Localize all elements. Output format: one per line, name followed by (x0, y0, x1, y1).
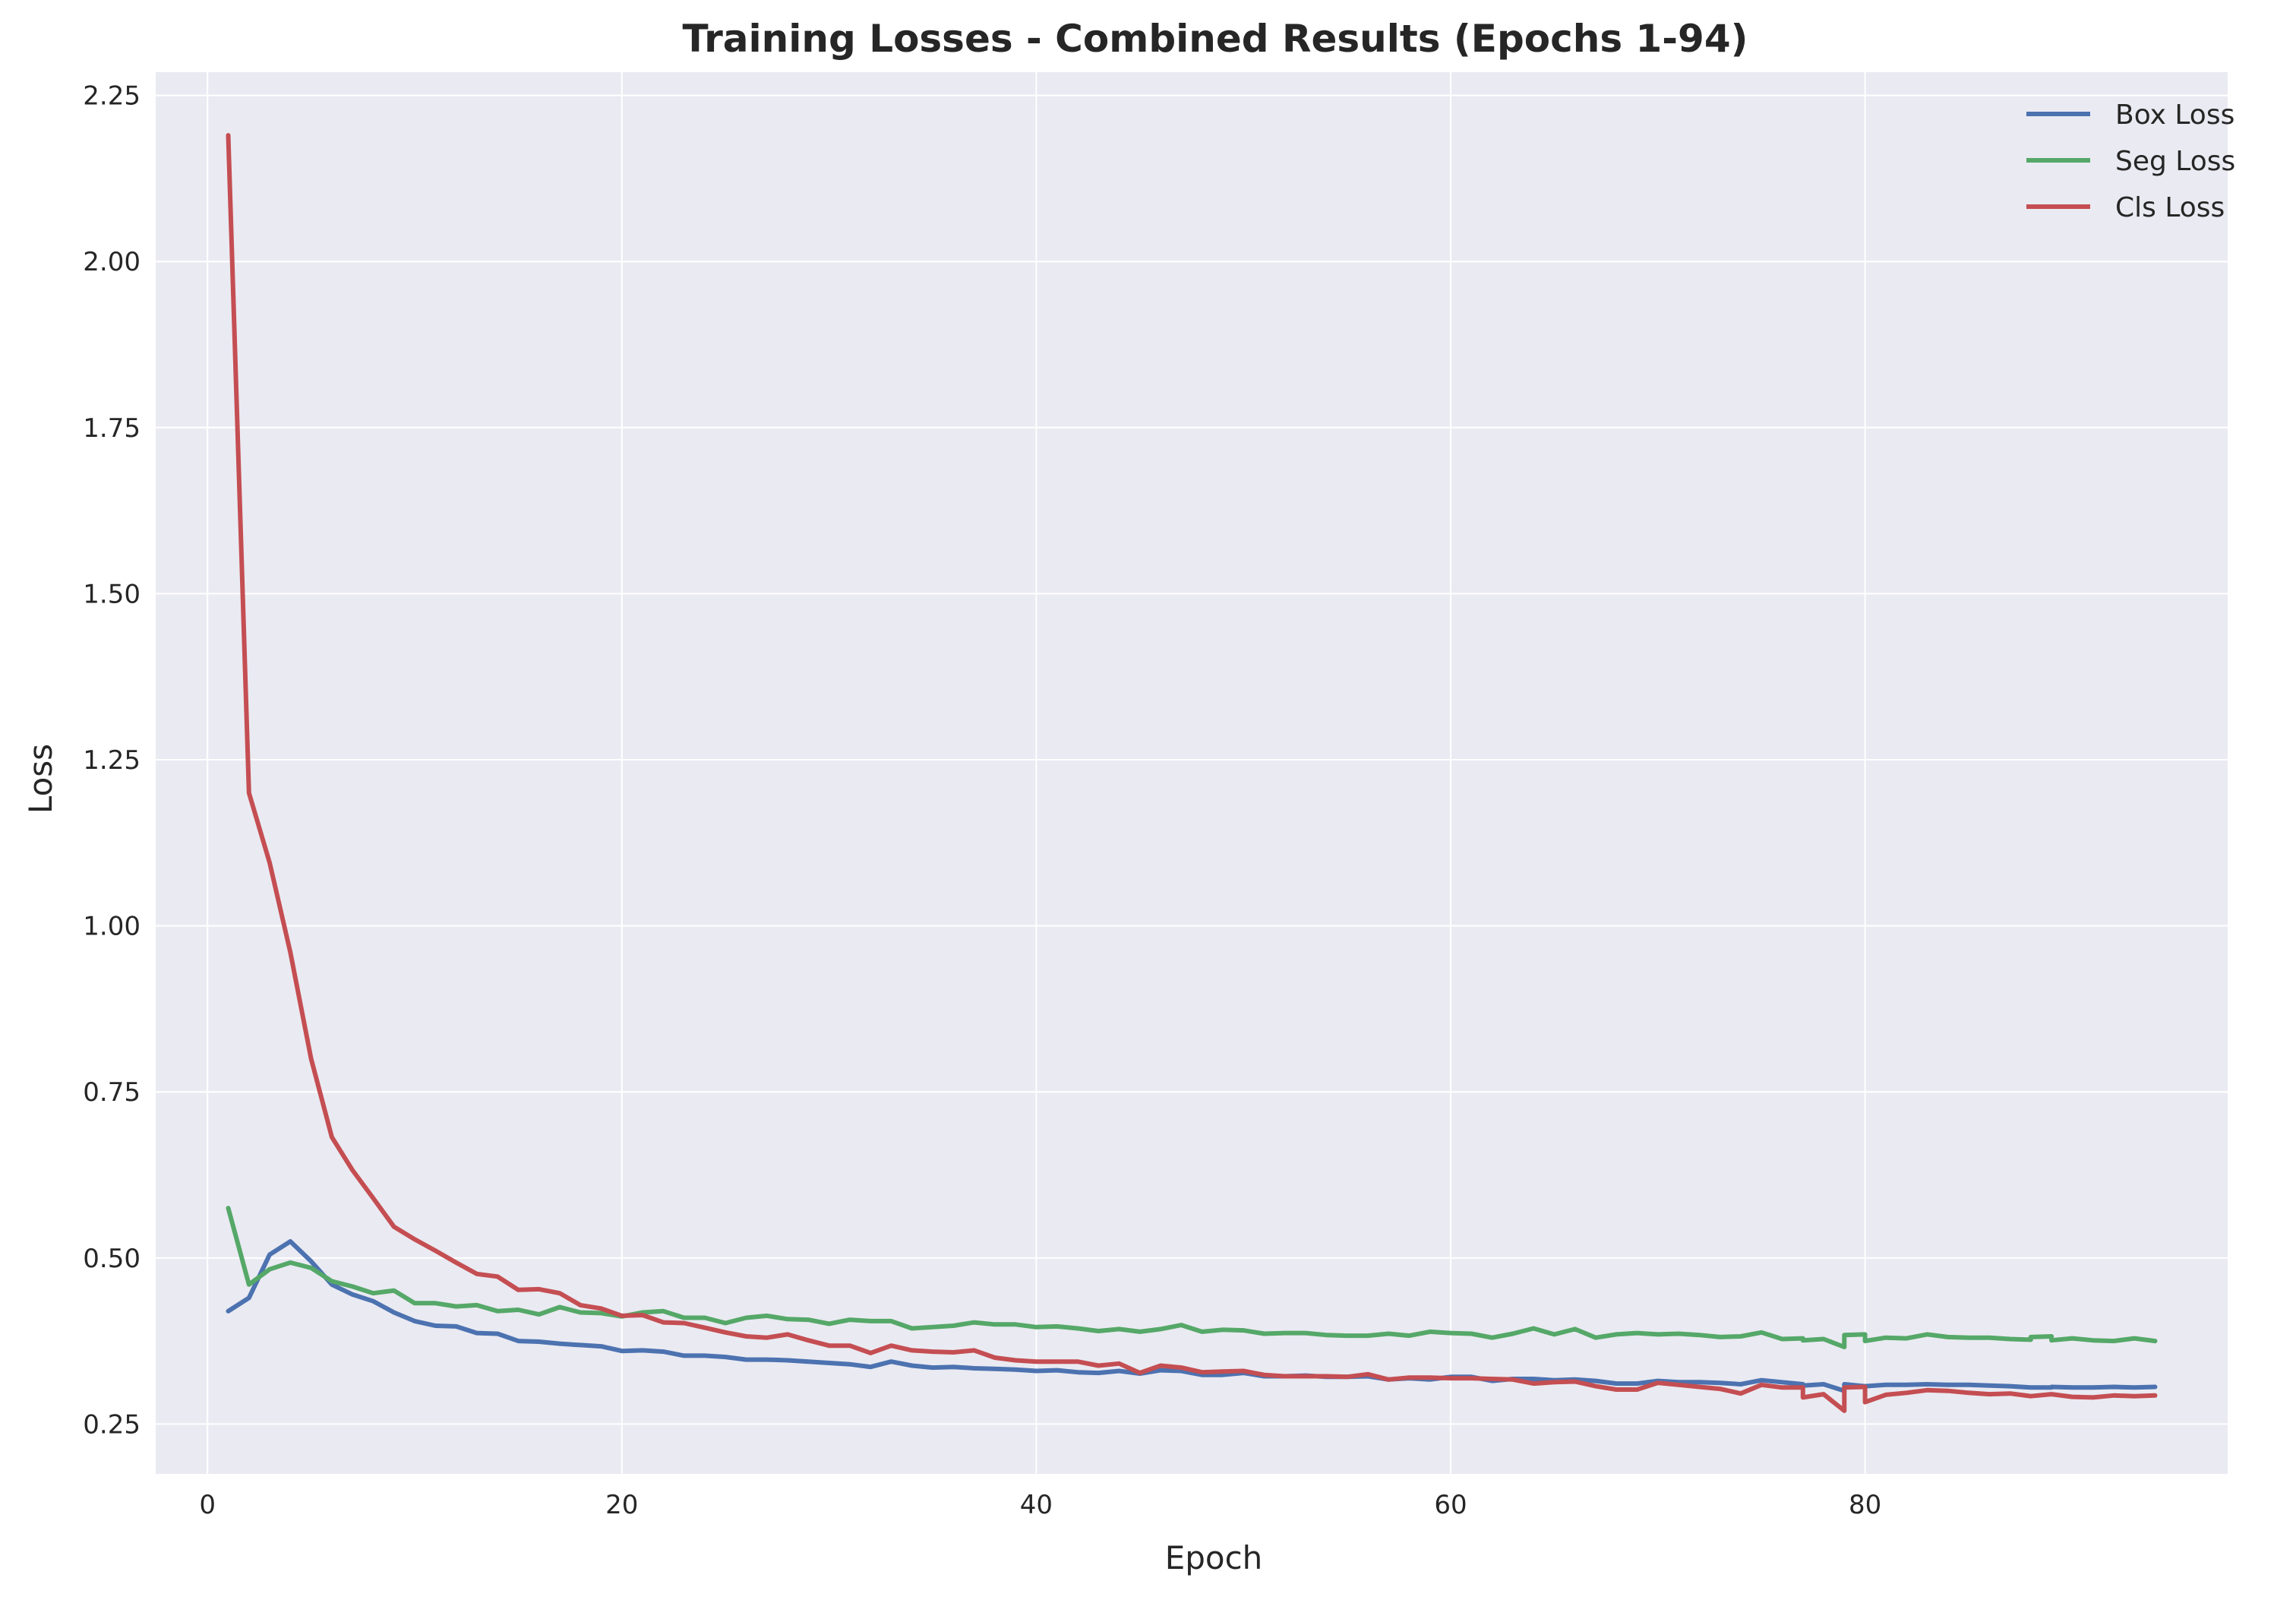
y-axis-label: Loss (22, 744, 59, 814)
y-tick-label: 2.25 (83, 81, 141, 112)
y-tick-label: 0.50 (83, 1244, 141, 1274)
x-axis-label: Epoch (1165, 1539, 1263, 1576)
plot-area (156, 72, 2228, 1474)
x-tick-label: 80 (1849, 1490, 1881, 1520)
series-line-2 (226, 133, 2158, 1413)
y-tick-label: 1.75 (83, 413, 141, 444)
x-tick-label: 60 (1434, 1490, 1467, 1520)
legend-label: Cls Loss (2115, 192, 2225, 223)
y-tick-label: 0.25 (83, 1409, 141, 1440)
y-tick-label: 1.50 (83, 579, 141, 609)
y-tick-label: 0.75 (83, 1077, 141, 1108)
x-tick-label: 20 (605, 1490, 638, 1520)
legend-label: Box Loss (2115, 100, 2234, 131)
series-line-0 (226, 1239, 2158, 1393)
y-tick-label: 1.00 (83, 912, 141, 942)
legend-label: Seg Loss (2115, 146, 2235, 177)
chart-title: Training Losses - Combined Results (Epoc… (683, 17, 1748, 61)
legend: Box Loss Seg Loss Cls Loss (2026, 100, 2235, 223)
series-line-1 (226, 1206, 2158, 1349)
grid-lines (156, 72, 2228, 1474)
x-tick-label: 0 (199, 1490, 216, 1520)
series-lines (226, 133, 2158, 1413)
x-axis-ticks: 0 20 40 60 80 (199, 1490, 1881, 1520)
y-tick-label: 2.00 (83, 247, 141, 277)
x-tick-label: 40 (1020, 1490, 1053, 1520)
y-axis-ticks: 0.25 0.50 0.75 1.00 1.25 1.50 1.75 2.00 2.25 (83, 81, 141, 1440)
y-tick-label: 1.25 (83, 745, 141, 776)
